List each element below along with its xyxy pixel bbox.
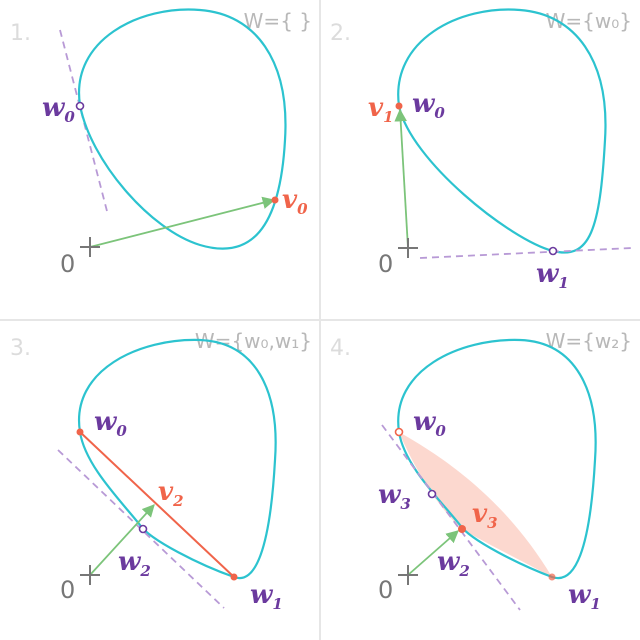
support-point-w2 [138,524,148,534]
label-w3: w3 [378,480,411,513]
label-w1: w1 [250,580,283,613]
direction-arrow [89,504,155,576]
point-v1 [395,102,403,110]
simplex-edge [79,431,235,578]
origin-cross [398,565,418,585]
support-plane-line [419,247,633,259]
step-number: 4. [330,336,351,361]
set-label: W={w₂} [546,329,632,353]
origin-cross [80,237,100,257]
origin-cross [80,565,100,585]
support-point-w0 [75,101,85,111]
panel-2: 2. W={w₀} 0 v1 w0 w1 [330,8,633,292]
label-w2: w2 [118,547,151,580]
support-plane-line [381,424,521,611]
point-w0 [76,428,84,436]
origin-label: 0 [378,576,393,604]
label-w0: w0 [413,407,446,440]
label-w1: w1 [536,259,569,292]
label-v0: v0 [282,185,308,218]
panel-1: 1. W={ } 0 w0 v0 [10,8,312,278]
convex-shape-outline [397,8,607,254]
label-w0: w0 [412,89,445,122]
label-w1: w1 [568,580,601,613]
point-w1 [548,573,556,581]
point-w1 [230,573,238,581]
direction-arrow [407,530,459,576]
label-v1: v1 [368,93,394,126]
direction-arrow [394,108,409,249]
step-number: 1. [10,21,31,46]
origin-label: 0 [60,576,75,604]
origin-cross [398,238,418,258]
label-w2: w2 [437,547,470,580]
step-number: 3. [10,336,31,361]
point-v0 [271,196,279,204]
support-point-w1 [548,246,558,256]
panel-4: 4. W={w₂} 0 w0 w3 v3 w2 w1 [330,329,632,613]
origin-label: 0 [60,250,75,278]
panel-3: 3. W={w₀,w₁} 0 w0 v2 w2 w1 [10,329,312,613]
point-v3 [458,525,466,533]
support-point-w3 [427,489,437,499]
label-w0: w0 [42,93,75,126]
direction-arrow [89,196,276,248]
convex-shape-outline [77,338,277,580]
origin-label: 0 [378,250,393,278]
label-v3: v3 [472,499,498,532]
label-w0: w0 [94,407,127,440]
support-plane-line [59,29,109,216]
label-v2: v2 [158,477,184,510]
point-w0 [394,427,404,437]
step-number: 2. [330,21,351,46]
set-label: W={ } [244,9,312,33]
convex-shape-outline [397,338,597,580]
shaded-simplex-region [399,432,552,577]
convex-shape-outline [77,8,287,250]
